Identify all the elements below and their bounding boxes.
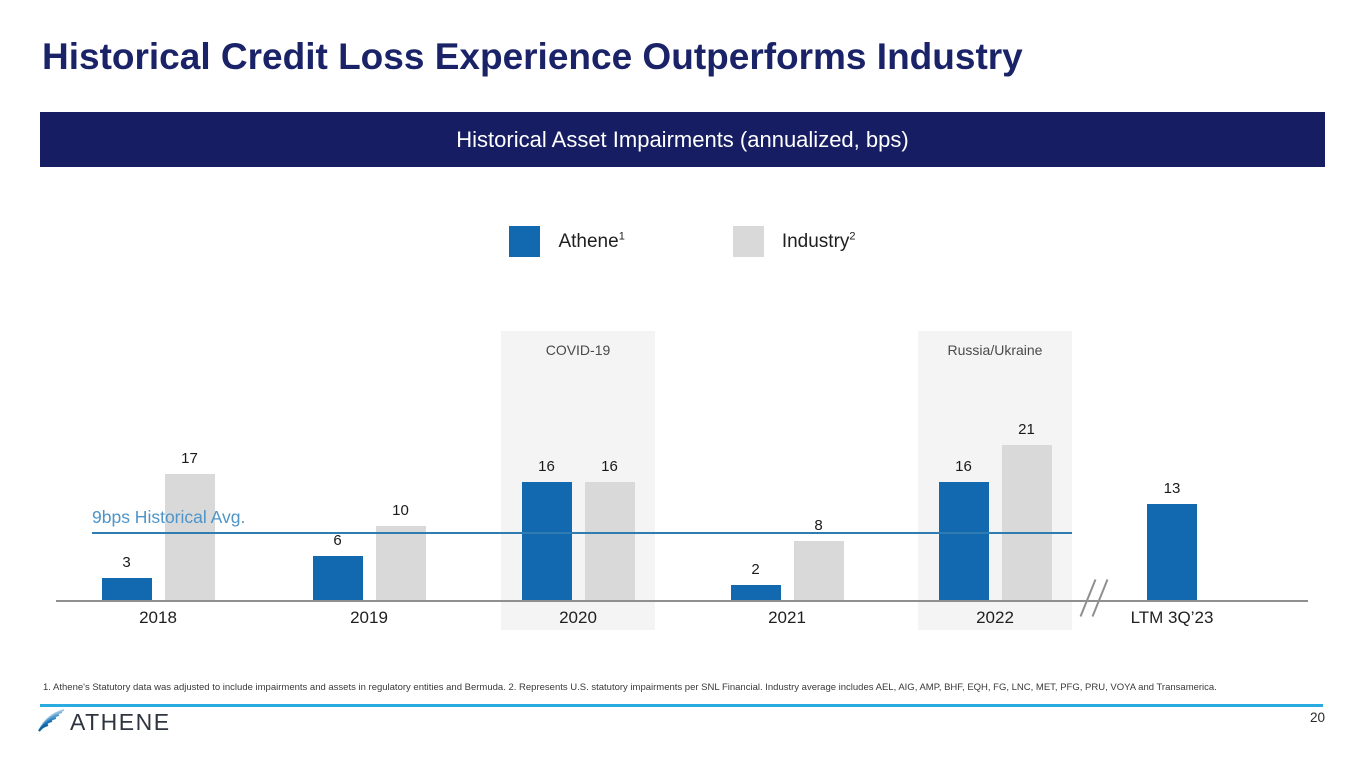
legend-label-industry: Industry2 <box>781 230 856 252</box>
athene-logo: ATHENE <box>36 708 171 734</box>
bar-value-athene-LTM 3Q’23: 13 <box>1163 479 1181 497</box>
historical-avg-line <box>92 532 1072 535</box>
bar-value-athene-2021: 2 <box>751 561 760 579</box>
bar-industry-2022 <box>1001 444 1052 600</box>
bar-industry-2018 <box>164 474 215 600</box>
page-title: Historical Credit Loss Experience Outper… <box>42 36 1023 77</box>
x-axis-label-2020: 2020 <box>559 608 597 627</box>
bar-value-industry-2022: 21 <box>1018 420 1035 438</box>
x-axis-label-2021: 2021 <box>768 608 806 627</box>
bar-athene-2020 <box>521 481 572 600</box>
bar-athene-2022 <box>938 481 989 600</box>
page-number: 20 <box>1309 710 1325 725</box>
legend-label-athene: Athene1 <box>558 230 625 252</box>
industry-color-swatch <box>732 226 764 257</box>
athene-color-swatch <box>509 226 541 257</box>
bar-athene-2018 <box>101 577 152 600</box>
highlight-label-2020: COVID-19 <box>545 342 611 358</box>
x-axis-label-2022: 2022 <box>976 608 1014 627</box>
bar-athene-2021 <box>730 585 781 600</box>
x-axis-line <box>56 600 1308 602</box>
chart-legend: Athene1 Industry2 <box>0 226 1365 257</box>
bar-value-industry-2021: 8 <box>814 516 823 534</box>
footer-rule <box>40 704 1323 707</box>
highlight-label-2022: Russia/Ukraine <box>947 342 1043 358</box>
bar-value-athene-2018: 3 <box>122 553 131 571</box>
athene-logo-text: ATHENE <box>70 709 171 735</box>
footnote: 1. Athene's Statutory data was adjusted … <box>43 682 1217 693</box>
bar-value-athene-2020: 16 <box>538 457 555 475</box>
x-axis-label-2019: 2019 <box>350 608 388 627</box>
legend-item-athene: Athene1 <box>509 226 625 257</box>
bar-value-athene-2019: 6 <box>333 531 342 549</box>
historical-avg-label: 9bps Historical Avg. <box>92 507 246 528</box>
chart-title: Historical Asset Impairments (annualized… <box>456 126 909 152</box>
athene-swoosh-icon <box>38 709 65 732</box>
bar-industry-2019 <box>375 526 426 600</box>
bar-industry-2021 <box>793 540 844 600</box>
legend-item-industry: Industry2 <box>732 226 856 257</box>
bar-value-industry-2019: 10 <box>392 502 409 519</box>
x-axis-label-2018: 2018 <box>139 608 177 627</box>
bar-athene-2019 <box>312 555 363 600</box>
bar-value-industry-2020: 16 <box>601 457 618 475</box>
bar-value-industry-2018: 17 <box>181 450 198 468</box>
bar-athene-LTM 3Q’23 <box>1147 503 1197 600</box>
chart-title-banner: Historical Asset Impairments (annualized… <box>40 112 1325 167</box>
bar-value-athene-2022: 16 <box>955 457 972 475</box>
bar-industry-2020 <box>584 481 635 600</box>
x-axis-label-LTM 3Q’23: LTM 3Q’23 <box>1130 608 1214 627</box>
